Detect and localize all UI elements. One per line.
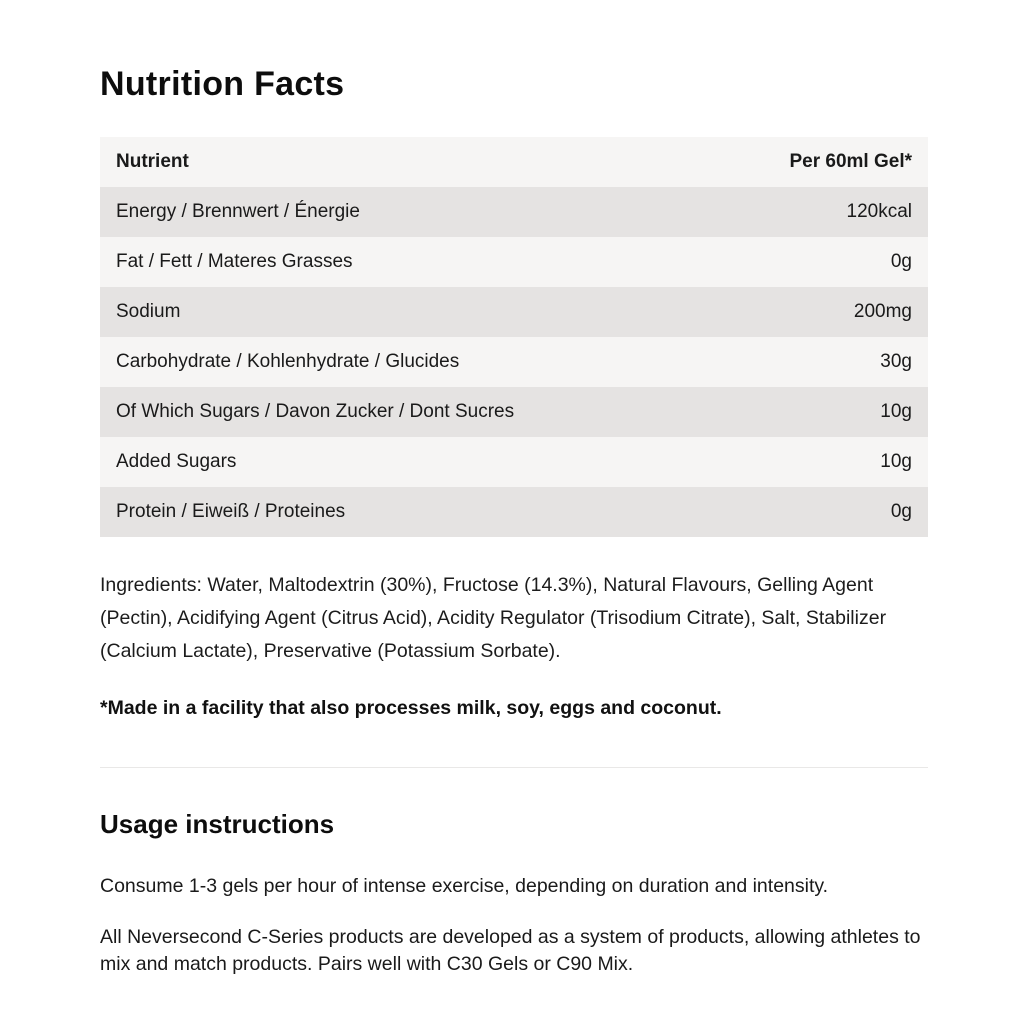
row-label: Protein / Eiweiß / Proteines <box>116 501 346 522</box>
section-divider <box>100 767 928 768</box>
allergen-note: *Made in a facility that also processes … <box>100 697 722 719</box>
row-value: 200mg <box>853 301 912 322</box>
row-label: Carbohydrate / Kohlenhydrate / Glucides <box>116 351 460 372</box>
row-label: Fat / Fett / Materes Grasses <box>116 251 353 272</box>
nutrition-table-row: Sodium 200mg <box>100 287 928 337</box>
nutrition-table: Nutrient Per 60ml Gel* Energy / Brennwer… <box>100 137 928 537</box>
nutrition-table-row: Fat / Fett / Materes Grasses 0g <box>100 237 928 287</box>
row-value: 0g <box>890 251 912 272</box>
row-value: 10g <box>880 401 912 422</box>
content-column: Nutrition Facts Nutrient Per 60ml Gel* E… <box>100 0 928 977</box>
nutrition-facts-title: Nutrition Facts <box>100 65 345 103</box>
ingredients-text: Ingredients: Water, Maltodextrin (30%), … <box>100 574 887 662</box>
row-label: Of Which Sugars / Davon Zucker / Dont Su… <box>116 401 515 422</box>
nutrition-table-row: Carbohydrate / Kohlenhydrate / Glucides … <box>100 337 928 387</box>
row-label: Sodium <box>116 301 181 322</box>
nutrition-table-body: Energy / Brennwert / Énergie 120kcal Fat… <box>100 187 928 537</box>
usage-instructions-heading: Usage instructions <box>100 809 335 839</box>
row-value: 10g <box>880 451 912 472</box>
column-header-per-serving: Per 60ml Gel* <box>789 151 912 172</box>
usage-paragraph-2: All Neversecond C-Series products are de… <box>100 926 921 975</box>
row-value: 0g <box>890 501 912 522</box>
nutrition-table-row: Protein / Eiweiß / Proteines 0g <box>100 487 928 537</box>
row-label: Added Sugars <box>116 451 237 472</box>
column-header-nutrient: Nutrient <box>116 151 189 172</box>
nutrition-table-row: Of Which Sugars / Davon Zucker / Dont Su… <box>100 387 928 437</box>
nutrition-table-header-row: Nutrient Per 60ml Gel* <box>100 137 928 187</box>
row-value: 30g <box>880 351 912 372</box>
nutrition-table-row: Added Sugars 10g <box>100 437 928 487</box>
usage-paragraph-1: Consume 1-3 gels per hour of intense exe… <box>100 875 829 897</box>
row-value: 120kcal <box>846 201 913 222</box>
nutrition-table-row: Energy / Brennwert / Énergie 120kcal <box>100 187 928 237</box>
row-label: Energy / Brennwert / Énergie <box>116 201 360 222</box>
